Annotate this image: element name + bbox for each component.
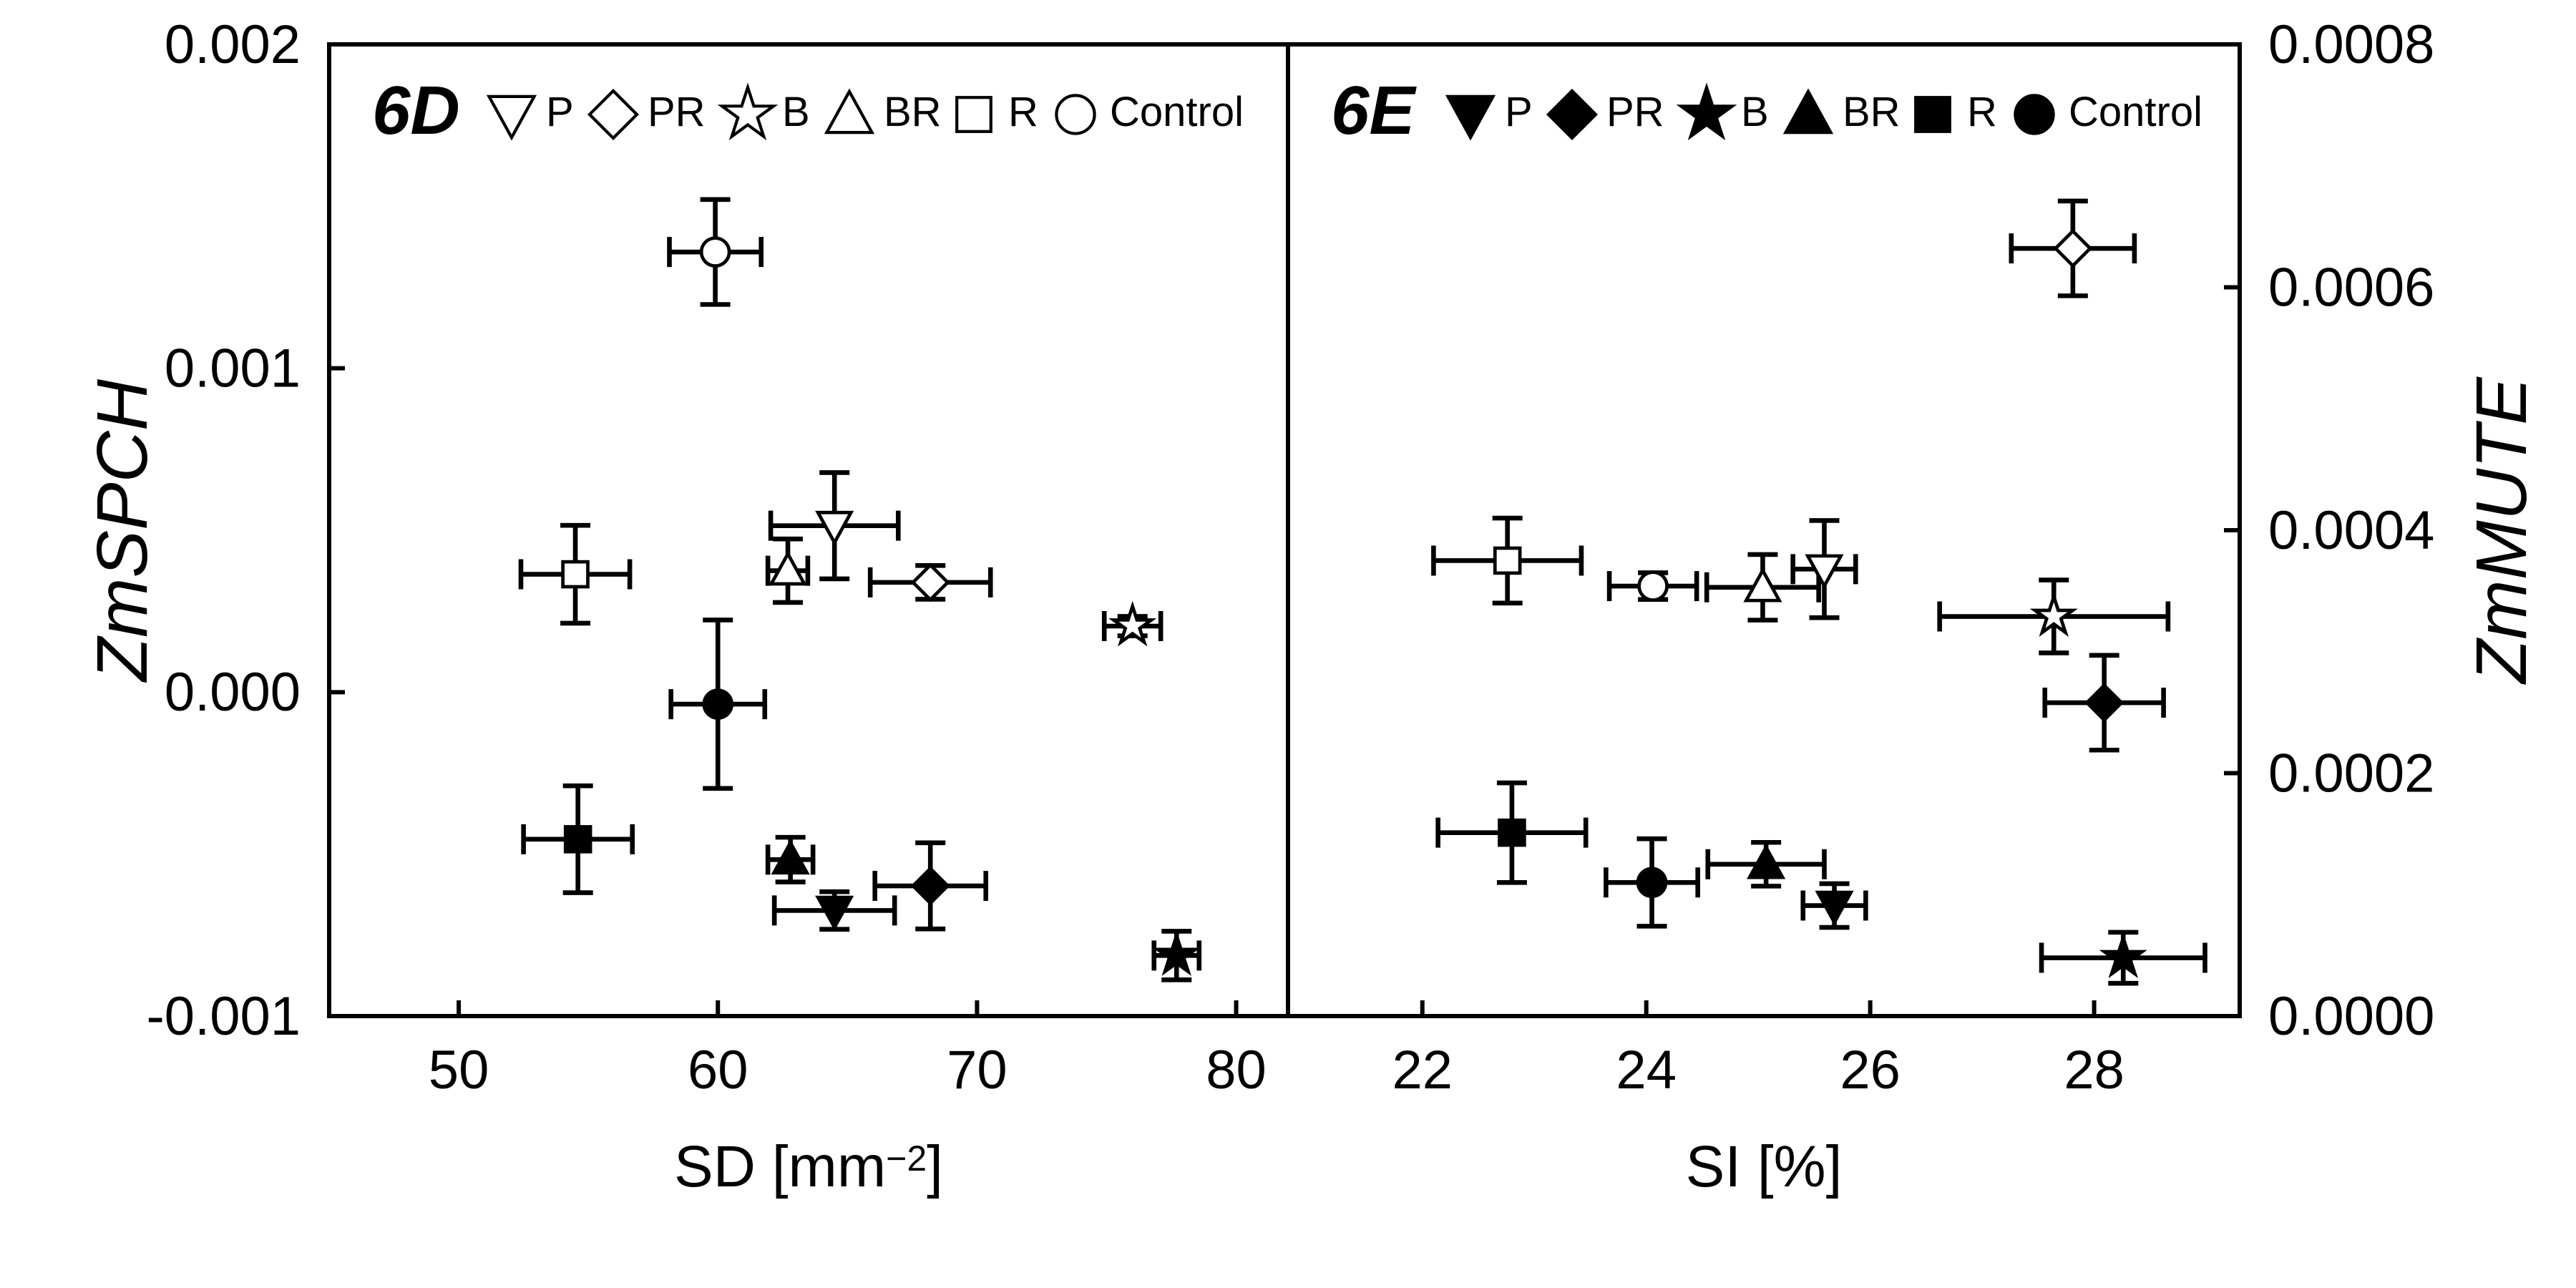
svg-text:B: B: [782, 89, 810, 135]
svg-text:0.0004: 0.0004: [2268, 500, 2434, 561]
svg-text:Control: Control: [2069, 89, 2202, 135]
svg-text:BR: BR: [884, 89, 942, 135]
svg-text:50: 50: [429, 1040, 489, 1101]
svg-text:26: 26: [1840, 1040, 1901, 1101]
svg-text:6D: 6D: [372, 72, 460, 149]
svg-text:0.0000: 0.0000: [2268, 986, 2434, 1047]
svg-text:22: 22: [1392, 1040, 1453, 1101]
svg-text:R: R: [1967, 89, 1997, 135]
svg-text:ZmMUTE: ZmMUTE: [2462, 376, 2542, 685]
svg-text:80: 80: [1206, 1040, 1267, 1101]
svg-text:0.002: 0.002: [165, 14, 301, 75]
svg-text:PR: PR: [648, 89, 706, 135]
svg-text:Control: Control: [1110, 89, 1244, 135]
svg-text:0.000: 0.000: [165, 662, 301, 723]
svg-text:PR: PR: [1606, 89, 1664, 135]
svg-text:SI [%]: SI [%]: [1686, 1134, 1843, 1199]
svg-text:0.0002: 0.0002: [2268, 743, 2434, 804]
svg-text:R: R: [1008, 89, 1038, 135]
svg-text:60: 60: [688, 1040, 748, 1101]
svg-text:P: P: [1505, 89, 1533, 135]
svg-text:0.0006: 0.0006: [2268, 257, 2434, 318]
svg-text:0.001: 0.001: [165, 338, 301, 399]
svg-text:28: 28: [2064, 1040, 2124, 1101]
svg-text:24: 24: [1616, 1040, 1677, 1101]
svg-text:B: B: [1741, 89, 1769, 135]
svg-text:P: P: [546, 89, 574, 135]
svg-text:-0.001: -0.001: [147, 986, 301, 1047]
svg-text:ZmSPCH: ZmSPCH: [82, 379, 162, 683]
svg-text:BR: BR: [1843, 89, 1901, 135]
svg-text:0.0008: 0.0008: [2268, 14, 2434, 75]
svg-text:6E: 6E: [1331, 72, 1417, 149]
svg-text:70: 70: [947, 1040, 1008, 1101]
